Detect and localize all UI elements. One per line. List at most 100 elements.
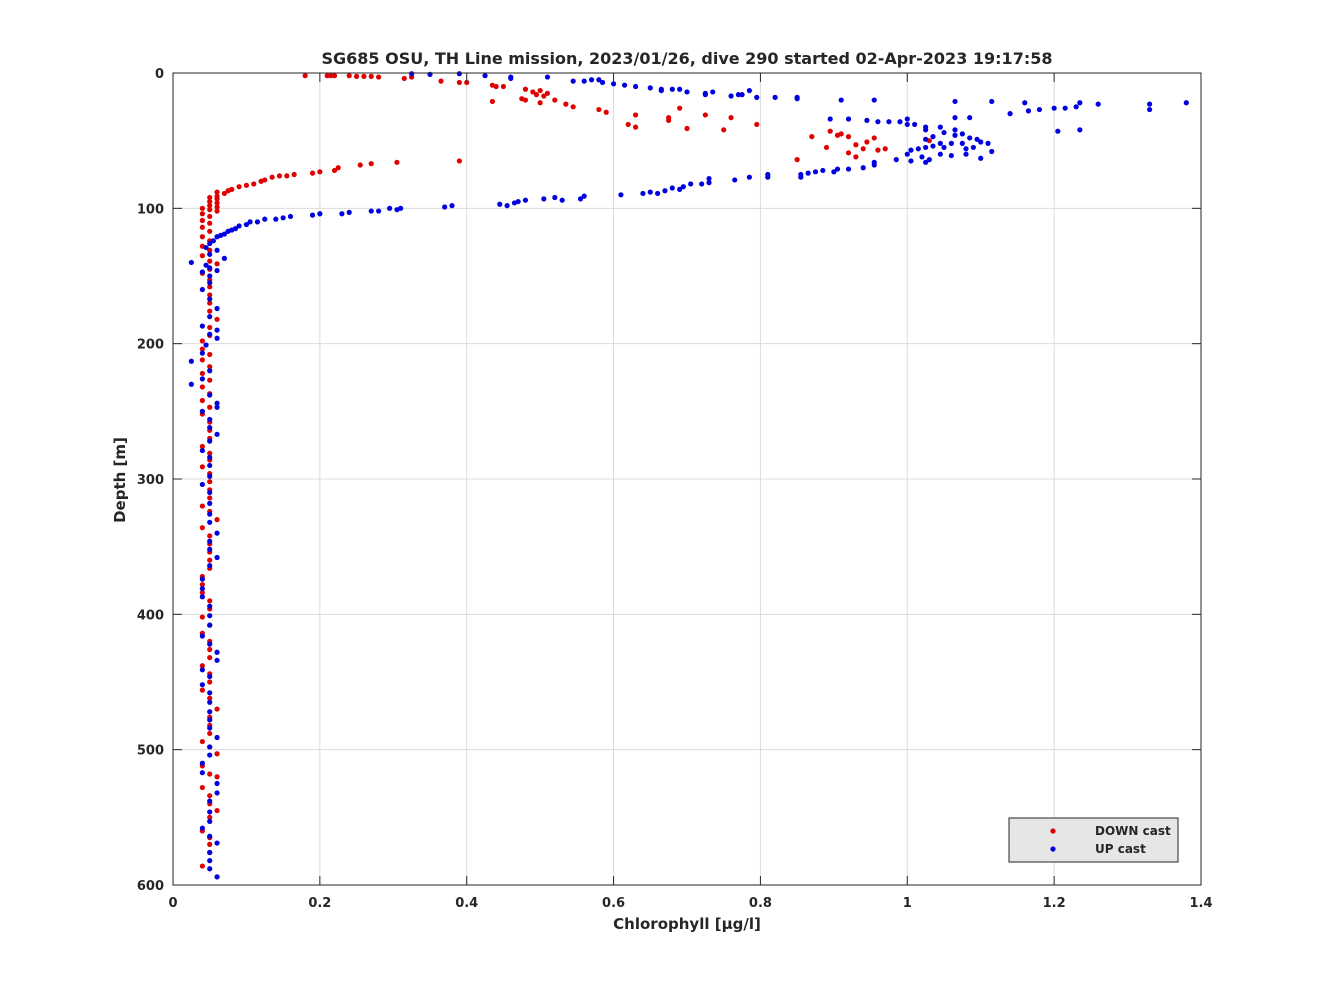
down-cast-point xyxy=(552,97,557,102)
up-cast-point xyxy=(207,819,212,824)
down-cast-point xyxy=(214,751,219,756)
up-cast-point xyxy=(949,153,954,158)
up-cast-point xyxy=(897,119,902,124)
down-cast-point xyxy=(207,655,212,660)
up-cast-point xyxy=(207,265,212,270)
up-cast-point xyxy=(872,162,877,167)
up-cast-point xyxy=(541,196,546,201)
down-cast-point xyxy=(207,533,212,538)
down-cast-point xyxy=(200,234,205,239)
up-cast-point xyxy=(207,744,212,749)
down-cast-point xyxy=(214,208,219,213)
down-cast-point xyxy=(200,253,205,258)
up-cast-point xyxy=(938,141,943,146)
down-cast-point xyxy=(332,73,337,78)
down-cast-point xyxy=(846,150,851,155)
down-cast-point xyxy=(207,479,212,484)
down-cast-point xyxy=(207,731,212,736)
down-cast-point xyxy=(244,183,249,188)
down-cast-point xyxy=(846,134,851,139)
up-cast-point xyxy=(505,203,510,208)
up-cast-point xyxy=(207,623,212,628)
y-tick-label: 600 xyxy=(137,879,164,894)
up-cast-point xyxy=(765,175,770,180)
down-cast-point xyxy=(538,88,543,93)
legend: DOWN cast UP cast xyxy=(1009,818,1178,862)
up-cast-point xyxy=(200,682,205,687)
x-axis-label: Chlorophyll [μg/l] xyxy=(613,915,761,933)
y-tick-label: 0 xyxy=(155,67,164,82)
down-cast-point xyxy=(207,221,212,226)
up-cast-point xyxy=(699,181,704,186)
down-cast-point xyxy=(207,352,212,357)
up-cast-point xyxy=(207,834,212,839)
down-cast-point xyxy=(200,398,205,403)
down-cast-point xyxy=(523,97,528,102)
down-cast-point xyxy=(200,739,205,744)
down-cast-point xyxy=(633,125,638,130)
up-cast-point xyxy=(207,520,212,525)
down-cast-point xyxy=(200,863,205,868)
x-tick-label: 1.2 xyxy=(1043,896,1066,911)
up-cast-point xyxy=(281,215,286,220)
up-cast-point xyxy=(923,145,928,150)
down-cast-point xyxy=(354,74,359,79)
down-cast-point xyxy=(861,146,866,151)
up-cast-point xyxy=(207,463,212,468)
up-cast-point xyxy=(207,717,212,722)
up-cast-point xyxy=(523,198,528,203)
up-cast-point xyxy=(600,80,605,85)
down-cast-point xyxy=(207,495,212,500)
up-cast-point xyxy=(989,99,994,104)
up-cast-point xyxy=(207,455,212,460)
up-cast-point xyxy=(1077,100,1082,105)
up-cast-point xyxy=(207,709,212,714)
up-cast-point xyxy=(222,256,227,261)
down-cast-point xyxy=(361,74,366,79)
down-cast-point xyxy=(251,181,256,186)
down-cast-point xyxy=(538,100,543,105)
down-cast-point xyxy=(684,126,689,131)
up-cast-point xyxy=(207,752,212,757)
up-cast-point xyxy=(1055,129,1060,134)
up-cast-point xyxy=(905,122,910,127)
down-cast-point xyxy=(207,325,212,330)
down-cast-point xyxy=(369,161,374,166)
up-cast-point xyxy=(1147,107,1152,112)
up-cast-point xyxy=(207,314,212,319)
up-cast-point xyxy=(376,208,381,213)
up-cast-point xyxy=(200,577,205,582)
up-cast-point xyxy=(1147,102,1152,107)
down-cast-point xyxy=(626,122,631,127)
up-cast-point xyxy=(200,826,205,831)
down-cast-point xyxy=(604,110,609,115)
legend-marker-up xyxy=(1050,846,1055,851)
down-cast-point xyxy=(501,84,506,89)
down-cast-point xyxy=(317,169,322,174)
up-cast-point xyxy=(207,439,212,444)
up-cast-point xyxy=(207,725,212,730)
y-tick-label: 300 xyxy=(137,473,164,488)
up-cast-point xyxy=(207,613,212,618)
up-cast-point xyxy=(207,280,212,285)
up-cast-point xyxy=(938,125,943,130)
down-cast-point xyxy=(864,139,869,144)
down-cast-point xyxy=(571,104,576,109)
down-cast-point xyxy=(214,808,219,813)
up-cast-point xyxy=(200,287,205,292)
up-cast-point xyxy=(670,185,675,190)
up-cast-point xyxy=(457,71,462,76)
down-cast-point xyxy=(207,229,212,234)
x-tick-label: 1.4 xyxy=(1189,896,1212,911)
up-cast-point xyxy=(214,405,219,410)
up-cast-point xyxy=(828,116,833,121)
up-cast-point xyxy=(207,539,212,544)
down-cast-point xyxy=(596,107,601,112)
down-cast-point xyxy=(200,785,205,790)
down-cast-point xyxy=(270,175,275,180)
down-cast-point xyxy=(200,211,205,216)
up-cast-point xyxy=(703,92,708,97)
down-cast-point xyxy=(207,405,212,410)
up-cast-point xyxy=(200,323,205,328)
up-cast-point xyxy=(214,531,219,536)
